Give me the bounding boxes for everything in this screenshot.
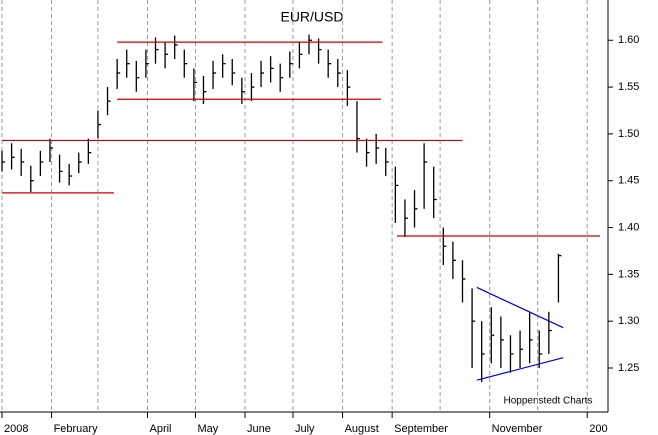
y-tick-label: 1.35 <box>618 268 639 280</box>
x-tick-label: July <box>295 423 315 435</box>
y-tick-label: 1.30 <box>618 315 639 327</box>
y-tick-label: 1.25 <box>618 362 639 374</box>
y-tick-label: 1.55 <box>618 81 639 93</box>
x-tick-label: August <box>345 423 379 435</box>
y-tick-label: 1.60 <box>618 34 639 46</box>
x-tick-label: November <box>492 423 543 435</box>
x-tick-label: September <box>394 423 448 435</box>
trend-line <box>476 286 564 329</box>
x-tick-label: 200 <box>589 423 607 435</box>
x-tick-label: June <box>247 423 271 435</box>
y-tick-label: 1.40 <box>618 221 639 233</box>
y-tick-label: 1.50 <box>618 128 639 140</box>
x-tick-label: April <box>150 423 172 435</box>
x-tick-label: 2008 <box>4 423 28 435</box>
trend-line <box>476 357 564 381</box>
y-tick-label: 1.45 <box>618 175 639 187</box>
source-note: Hoppenstedt Charts <box>504 396 593 407</box>
x-tick-label: May <box>197 423 218 435</box>
x-tick-label: February <box>54 423 99 435</box>
chart-title: EUR/USD <box>280 9 343 25</box>
